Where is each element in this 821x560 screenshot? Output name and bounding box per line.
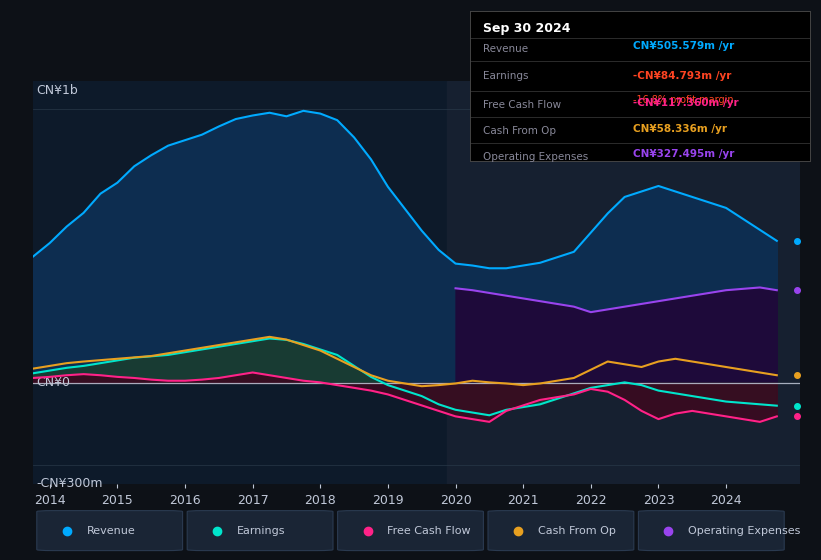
Text: Sep 30 2024: Sep 30 2024 <box>484 22 571 35</box>
Text: -CN¥84.793m /yr: -CN¥84.793m /yr <box>633 71 732 81</box>
Text: Free Cash Flow: Free Cash Flow <box>388 526 471 535</box>
Text: Operating Expenses: Operating Expenses <box>688 526 800 535</box>
Text: Operating Expenses: Operating Expenses <box>484 152 589 162</box>
Text: CN¥58.336m /yr: CN¥58.336m /yr <box>633 124 727 133</box>
Text: -16.8% profit margin: -16.8% profit margin <box>633 95 734 105</box>
Text: Earnings: Earnings <box>484 71 529 81</box>
Text: Revenue: Revenue <box>484 44 529 54</box>
FancyBboxPatch shape <box>639 511 784 550</box>
FancyBboxPatch shape <box>187 511 333 550</box>
Text: Cash From Op: Cash From Op <box>538 526 616 535</box>
Text: -CN¥300m: -CN¥300m <box>37 477 103 491</box>
Text: Revenue: Revenue <box>86 526 135 535</box>
Text: Earnings: Earnings <box>236 526 286 535</box>
Text: CN¥0: CN¥0 <box>37 376 71 389</box>
FancyBboxPatch shape <box>337 511 484 550</box>
FancyBboxPatch shape <box>488 511 634 550</box>
Text: -CN¥117.360m /yr: -CN¥117.360m /yr <box>633 98 739 108</box>
FancyBboxPatch shape <box>37 511 182 550</box>
Bar <box>447 81 800 484</box>
Text: CN¥327.495m /yr: CN¥327.495m /yr <box>633 149 735 159</box>
Text: CN¥1b: CN¥1b <box>37 83 79 96</box>
Text: Cash From Op: Cash From Op <box>484 126 557 136</box>
Text: Free Cash Flow: Free Cash Flow <box>484 100 562 110</box>
Text: CN¥505.579m /yr: CN¥505.579m /yr <box>633 41 735 51</box>
